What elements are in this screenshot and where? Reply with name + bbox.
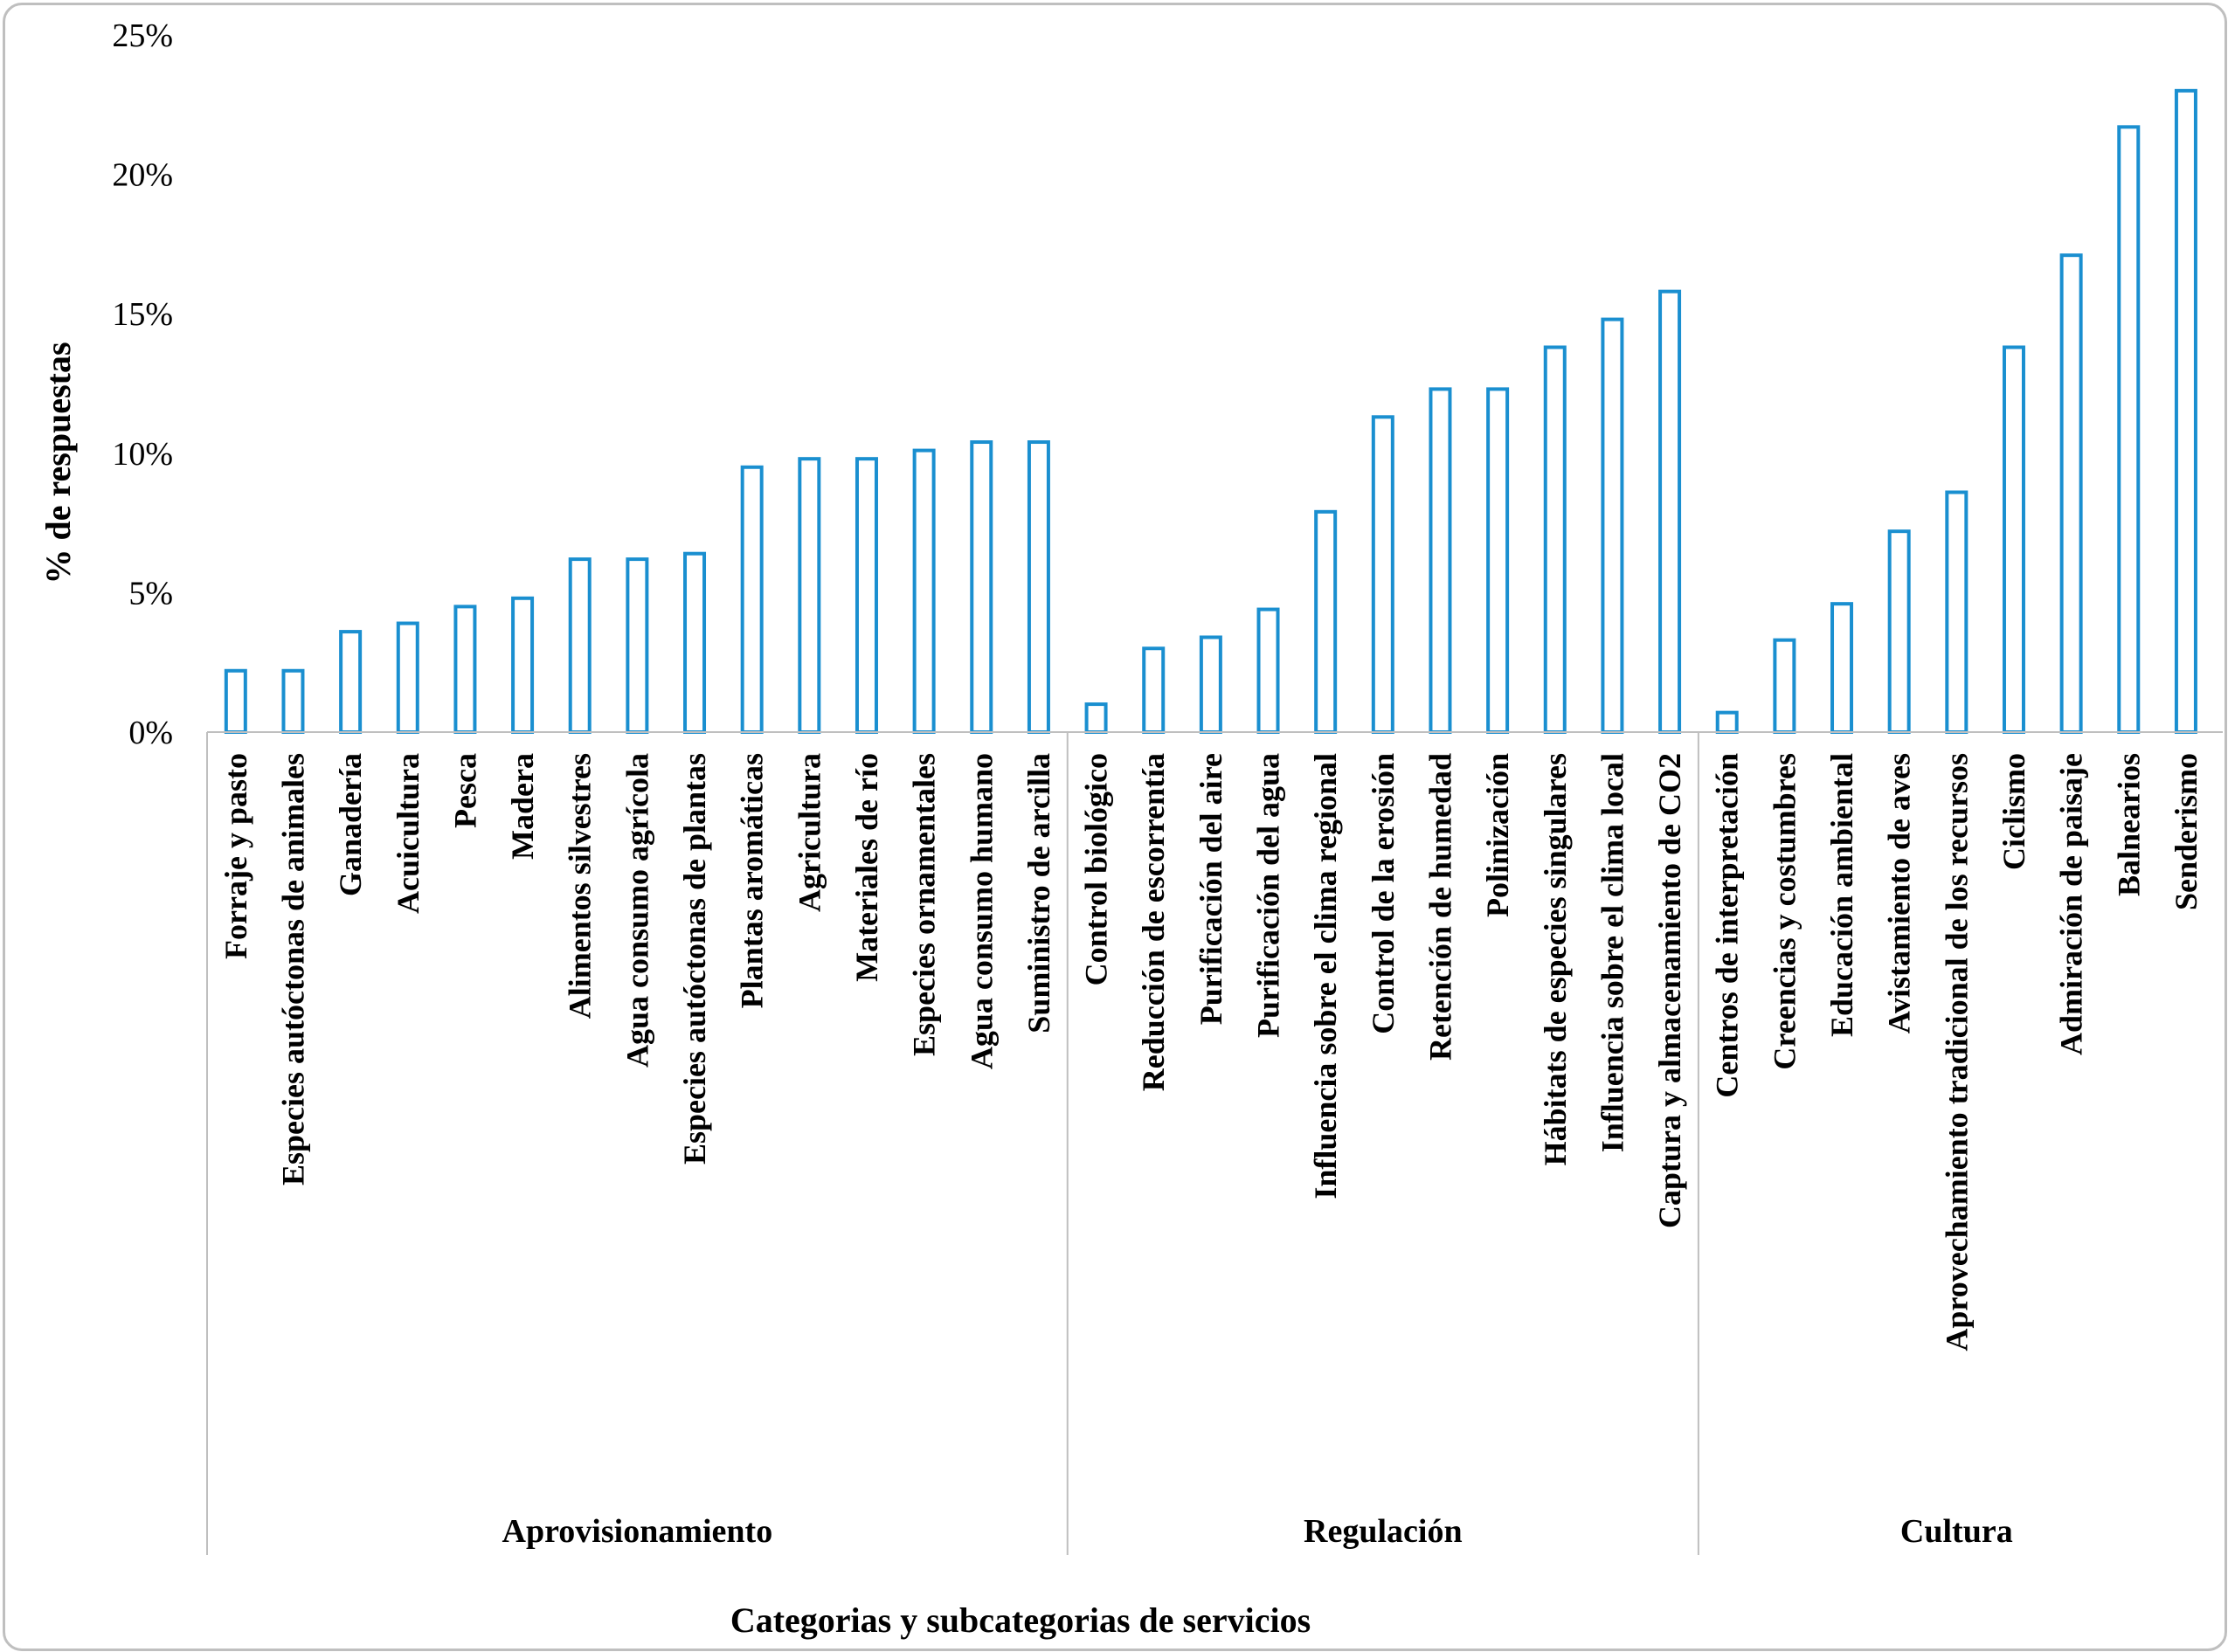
x-category-label: Admiración de paisaje	[2054, 753, 2089, 1055]
x-category-label: Avistamiento de aves	[1882, 753, 1917, 1033]
x-category-label: Centros de interpretación	[1710, 753, 1745, 1098]
bar	[2059, 253, 2083, 734]
bar	[1830, 602, 1854, 735]
bar	[1027, 440, 1050, 734]
x-category-label: Aprovechamiento tradicional de los recur…	[1939, 753, 1974, 1351]
bar	[1601, 317, 1624, 734]
bar	[1084, 702, 1108, 735]
x-category-label: Ganadería	[333, 753, 368, 896]
x-category-label: Agricultura	[792, 753, 827, 912]
x-category-label: Materiales de río	[849, 753, 884, 982]
bar	[2174, 88, 2197, 734]
x-category-label: Alimentos silvestres	[563, 753, 598, 1019]
x-category-label: Plantas aromáticas	[735, 753, 770, 1008]
x-category-label: Influencia sobre el clima local	[1595, 753, 1629, 1152]
bar	[798, 457, 821, 735]
bar	[1945, 490, 1969, 734]
bar	[740, 465, 764, 734]
x-category-label: Polinización	[1480, 753, 1515, 917]
x-category-label: Agua consumo agrícola	[619, 753, 654, 1068]
x-category-label: Balnearios	[2111, 753, 2146, 896]
bar	[683, 551, 707, 734]
x-category-label: Acuicultura	[391, 753, 426, 914]
bar	[1371, 415, 1394, 734]
y-tick-label: 15%	[112, 296, 173, 333]
y-tick-label: 10%	[112, 436, 173, 473]
x-category-label: Suministro de arcilla	[1021, 753, 1056, 1033]
bar	[1773, 638, 1796, 734]
bar	[1715, 710, 1739, 735]
x-group-label: Aprovisionamiento	[502, 1513, 773, 1550]
x-group-label: Regulación	[1304, 1513, 1463, 1550]
bar	[1142, 646, 1166, 734]
x-category-label: Senderismo	[2169, 753, 2204, 910]
x-category-label: Captura y almacenamiento de CO2	[1652, 753, 1687, 1228]
x-category-label: Purificación del agua	[1251, 753, 1286, 1038]
x-category-label: Educación ambiental	[1824, 753, 1859, 1037]
x-category-label: Hábitats de especies singulares	[1538, 753, 1573, 1165]
x-category-label: Control biológico	[1079, 753, 1114, 985]
y-tick-label: 5%	[128, 575, 173, 612]
bar	[2002, 345, 2025, 734]
x-category-label: Control de la erosión	[1366, 753, 1401, 1034]
bar	[568, 557, 592, 735]
bar	[511, 596, 535, 734]
bar	[1658, 289, 1682, 734]
x-category-label: Especies autóctonas de plantas	[677, 753, 712, 1165]
x-category-label: Reducción de escorrentía	[1136, 753, 1171, 1091]
bar	[453, 605, 477, 734]
axis-layer: 0% 5% 10% 15% 20% 25% Forraje y pasto Especies …	[112, 17, 2223, 1555]
bars-layer	[224, 88, 2197, 735]
bar	[396, 621, 419, 735]
x-category-label: Creencias y costumbres	[1767, 753, 1802, 1070]
x-category-label: Ciclismo	[1996, 753, 2031, 870]
x-group-label: Cultura	[1900, 1513, 2013, 1550]
bar	[2117, 125, 2141, 734]
y-tick-label: 25%	[112, 17, 173, 54]
bar	[1887, 529, 1911, 735]
x-category-label: Forraje y pasto	[218, 753, 253, 959]
bar	[1543, 345, 1567, 734]
x-category-label: Agua consumo humano	[964, 753, 999, 1069]
x-category-label: Retención de humedad	[1422, 753, 1457, 1061]
y-tick-label: 0%	[128, 715, 173, 751]
bar	[626, 557, 649, 735]
x-axis-title: Categorias y subcategorias de servicios	[730, 1600, 1311, 1640]
bar	[1429, 387, 1452, 734]
bar	[970, 440, 993, 734]
bar	[1486, 387, 1510, 734]
y-tick-label: 20%	[112, 157, 173, 194]
x-category-label: Especies autóctonas de animales	[275, 753, 310, 1185]
bar	[1256, 607, 1280, 734]
bar	[281, 668, 305, 734]
y-axis-title: % de respuestas	[38, 342, 78, 584]
bar	[1199, 635, 1222, 734]
bar	[224, 668, 247, 734]
x-category-label: Especies ornamentales	[907, 753, 942, 1056]
bar	[855, 457, 878, 735]
bar	[1314, 509, 1338, 734]
bar	[912, 448, 936, 734]
chart-frame	[3, 3, 2227, 1651]
x-category-label: Influencia sobre el clima regional	[1308, 753, 1343, 1199]
x-category-label: Madera	[505, 753, 540, 860]
bar	[339, 630, 363, 735]
x-category-label: Pesca	[447, 753, 482, 828]
x-category-label: Purificación del aire	[1194, 753, 1228, 1025]
